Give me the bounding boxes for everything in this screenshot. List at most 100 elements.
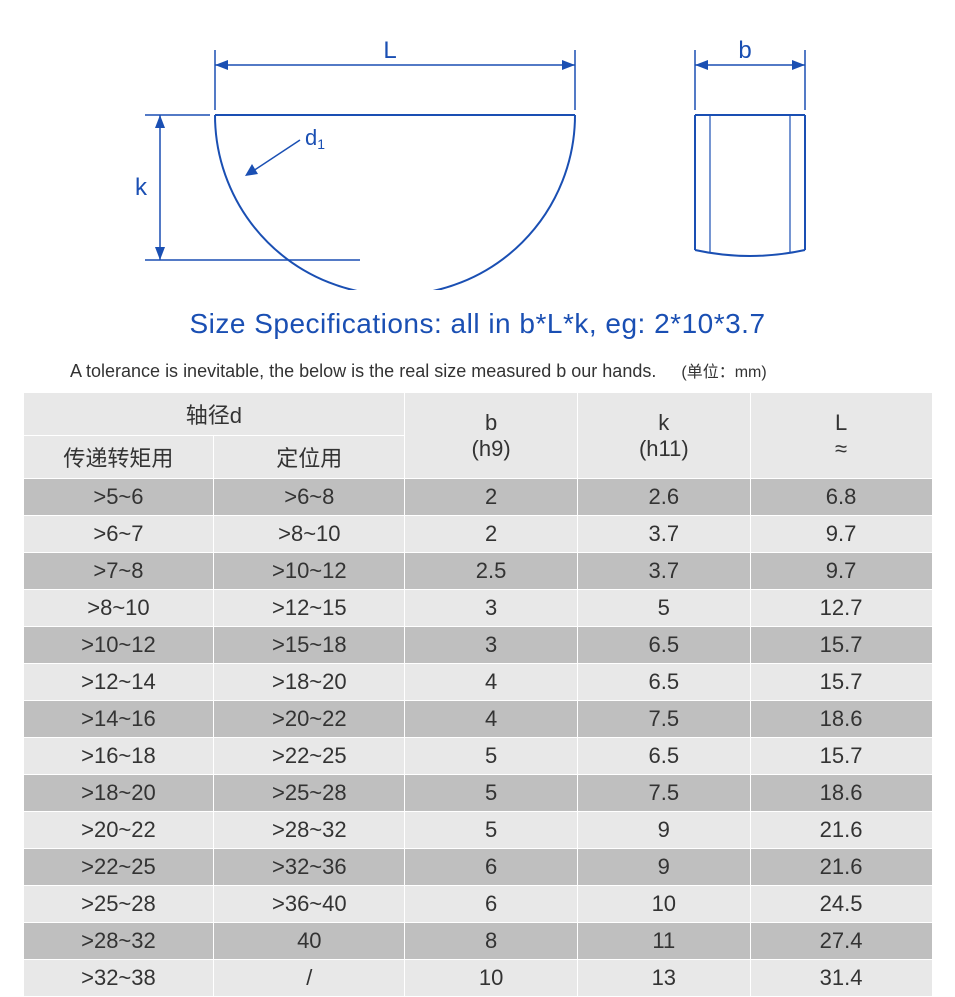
table-cell: >22~25 <box>214 738 405 775</box>
table-cell: >6~8 <box>214 479 405 516</box>
table-cell: >25~28 <box>23 886 214 923</box>
table-cell: 9 <box>577 812 750 849</box>
table-cell: 6.8 <box>750 479 932 516</box>
table-cell: 24.5 <box>750 886 932 923</box>
table-cell: 11 <box>577 923 750 960</box>
dim-label-L: L <box>383 37 396 64</box>
table-cell: >6~7 <box>23 516 214 553</box>
table-row: >32~38/101331.4 <box>23 960 932 997</box>
table-cell: 3 <box>405 627 578 664</box>
table-cell: 7.5 <box>577 701 750 738</box>
table-cell: 9.7 <box>750 516 932 553</box>
table-cell: 15.7 <box>750 738 932 775</box>
size-spec-title: Size Specifications: all in b*L*k, eg: 2… <box>0 308 955 340</box>
unit-note: (单位：mm) <box>681 364 766 381</box>
table-row: >20~22>28~325921.6 <box>23 812 932 849</box>
table-row: >5~6>6~822.66.8 <box>23 479 932 516</box>
header-torque: 传递转矩用 <box>23 436 214 479</box>
table-cell: >20~22 <box>23 812 214 849</box>
dim-label-d1: d1 <box>305 125 325 152</box>
table-cell: 8 <box>405 923 578 960</box>
table-cell: >22~25 <box>23 849 214 886</box>
table-cell: >32~38 <box>23 960 214 997</box>
table-cell: >28~32 <box>23 923 214 960</box>
table-cell: >16~18 <box>23 738 214 775</box>
table-cell: >7~8 <box>23 553 214 590</box>
table-cell: 5 <box>577 590 750 627</box>
table-cell: 9.7 <box>750 553 932 590</box>
table-row: >22~25>32~366921.6 <box>23 849 932 886</box>
table-cell: 10 <box>405 960 578 997</box>
table-cell: 21.6 <box>750 812 932 849</box>
table-cell: 15.7 <box>750 664 932 701</box>
table-row: >16~18>22~2556.515.7 <box>23 738 932 775</box>
table-cell: >36~40 <box>214 886 405 923</box>
table-cell: 13 <box>577 960 750 997</box>
table-cell: 2.6 <box>577 479 750 516</box>
table-cell: >25~28 <box>214 775 405 812</box>
table-cell: >15~18 <box>214 627 405 664</box>
table-row: >7~8>10~122.53.79.7 <box>23 553 932 590</box>
table-row: >18~20>25~2857.518.6 <box>23 775 932 812</box>
table-cell: 6.5 <box>577 738 750 775</box>
table-cell: 27.4 <box>750 923 932 960</box>
tolerance-text: A tolerance is inevitable, the below is … <box>70 361 656 381</box>
table-cell: >32~36 <box>214 849 405 886</box>
table-cell: 10 <box>577 886 750 923</box>
table-cell: >18~20 <box>214 664 405 701</box>
table-cell: 31.4 <box>750 960 932 997</box>
table-row: >14~16>20~2247.518.6 <box>23 701 932 738</box>
table-cell: >5~6 <box>23 479 214 516</box>
table-cell: >10~12 <box>214 553 405 590</box>
table-cell: 7.5 <box>577 775 750 812</box>
table-cell: 3 <box>405 590 578 627</box>
table-row: >8~10>12~153512.7 <box>23 590 932 627</box>
table-cell: >10~12 <box>23 627 214 664</box>
table-cell: 2 <box>405 516 578 553</box>
dim-label-b: b <box>738 37 751 64</box>
table-cell: 4 <box>405 701 578 738</box>
table-cell: 3.7 <box>577 516 750 553</box>
table-cell: >12~15 <box>214 590 405 627</box>
spec-table-body: >5~6>6~822.66.8>6~7>8~1023.79.7>7~8>10~1… <box>23 479 932 997</box>
table-cell: >8~10 <box>214 516 405 553</box>
table-cell: 3.7 <box>577 553 750 590</box>
table-cell: 9 <box>577 849 750 886</box>
table-cell: 21.6 <box>750 849 932 886</box>
header-shaft-d: 轴径d <box>23 393 405 436</box>
table-cell: 2.5 <box>405 553 578 590</box>
table-cell: 6.5 <box>577 627 750 664</box>
table-cell: 15.7 <box>750 627 932 664</box>
table-cell: / <box>214 960 405 997</box>
table-row: >10~12>15~1836.515.7 <box>23 627 932 664</box>
tolerance-note: A tolerance is inevitable, the below is … <box>0 358 955 382</box>
table-cell: 6 <box>405 886 578 923</box>
table-row: >28~324081127.4 <box>23 923 932 960</box>
header-position: 定位用 <box>214 436 405 479</box>
table-cell: >20~22 <box>214 701 405 738</box>
header-b: b(h9) <box>405 393 578 479</box>
table-cell: 18.6 <box>750 701 932 738</box>
spec-table: 轴径d b(h9) k(h11) L≈ 传递转矩用 定位用 >5~6>6~822… <box>23 392 933 997</box>
table-cell: 5 <box>405 812 578 849</box>
table-cell: 5 <box>405 775 578 812</box>
header-L: L≈ <box>750 393 932 479</box>
table-cell: 2 <box>405 479 578 516</box>
table-cell: >8~10 <box>23 590 214 627</box>
dim-label-k: k <box>135 174 148 201</box>
table-row: >6~7>8~1023.79.7 <box>23 516 932 553</box>
table-row: >12~14>18~2046.515.7 <box>23 664 932 701</box>
table-cell: 12.7 <box>750 590 932 627</box>
table-cell: >28~32 <box>214 812 405 849</box>
table-cell: 5 <box>405 738 578 775</box>
table-cell: >12~14 <box>23 664 214 701</box>
technical-diagram: L b k d1 <box>0 0 955 290</box>
table-cell: >14~16 <box>23 701 214 738</box>
header-k: k(h11) <box>577 393 750 479</box>
table-cell: >18~20 <box>23 775 214 812</box>
table-cell: 6 <box>405 849 578 886</box>
table-row: >25~28>36~4061024.5 <box>23 886 932 923</box>
table-cell: 6.5 <box>577 664 750 701</box>
table-cell: 40 <box>214 923 405 960</box>
table-cell: 18.6 <box>750 775 932 812</box>
